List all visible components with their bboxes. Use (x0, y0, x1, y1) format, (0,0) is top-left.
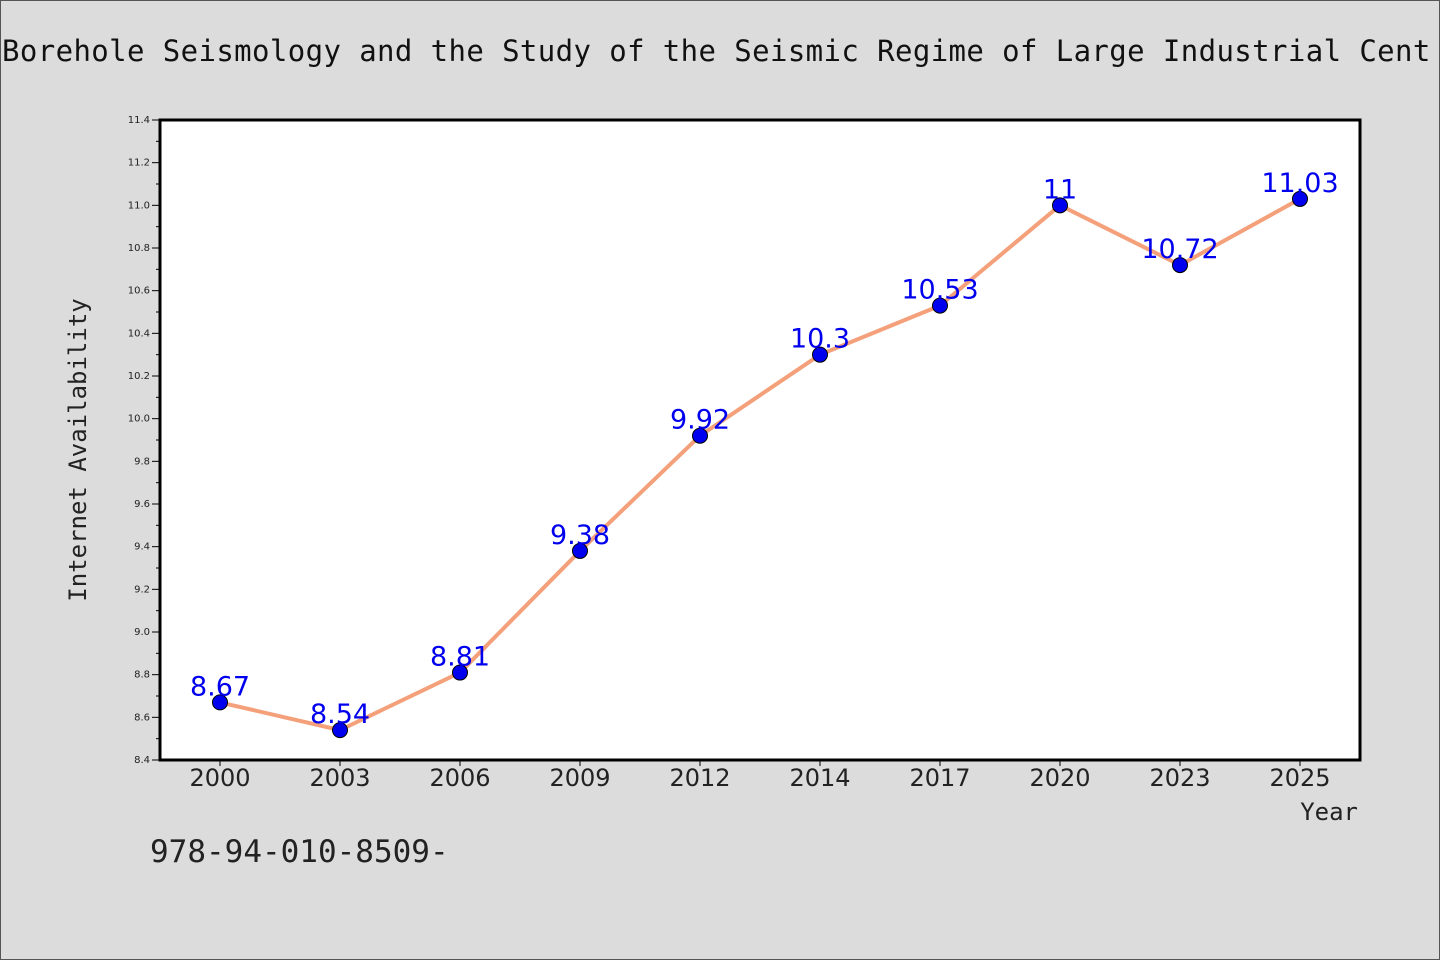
x-axis-label: Year (1300, 798, 1358, 826)
data-label: 10.53 (901, 275, 978, 306)
y-tick-label: 10.6 (128, 286, 150, 297)
y-tick-label: 10.4 (128, 328, 150, 339)
x-tick-label: 2020 (1029, 764, 1090, 792)
data-label: 8.67 (190, 671, 250, 702)
x-tick-label: 2017 (909, 764, 970, 792)
data-point (812, 346, 828, 363)
y-tick-label: 10.0 (128, 414, 150, 425)
y-tick-label: 9.6 (134, 499, 150, 510)
y-axis: 8.4 8.6 8.8 9.0 9.2 9.4 9.6 9.8 10.0 10.2 10.4 10.6… (128, 115, 160, 766)
y-tick-label: 9.4 (134, 542, 150, 553)
data-label: 9.38 (550, 520, 610, 551)
x-tick-label: 2006 (429, 764, 490, 792)
x-tick-label: 2003 (309, 764, 370, 792)
data-label: 8.81 (430, 642, 490, 673)
y-tick-label: 8.6 (134, 712, 150, 723)
data-point (1172, 257, 1188, 274)
y-tick-label: 11.4 (128, 115, 150, 126)
x-tick-label: 2012 (669, 764, 730, 792)
data-label: 11 (1043, 174, 1077, 205)
y-axis-label: Internet Availability (64, 298, 92, 601)
data-label: 11.03 (1261, 168, 1338, 199)
data-point (572, 542, 588, 559)
x-tick-label: 2009 (549, 764, 610, 792)
data-point (332, 722, 348, 739)
data-label: 8.54 (310, 699, 370, 730)
plot-area (158, 118, 1362, 762)
data-point (1292, 190, 1308, 207)
data-label: 10.3 (790, 324, 850, 355)
data-label: 10.72 (1141, 234, 1218, 265)
data-point (452, 664, 468, 681)
x-tick-label: 2000 (189, 764, 250, 792)
x-tick-label: 2025 (1269, 764, 1330, 792)
y-tick-label: 11.2 (128, 158, 150, 169)
footer-code: 978-94-010-8509- (150, 834, 449, 870)
chart-title: Borehole Seismology and the Study of the… (2, 34, 1431, 68)
x-tick-label: 2014 (789, 764, 850, 792)
data-point (692, 427, 708, 444)
y-tick-label: 9.8 (134, 456, 150, 467)
y-tick-label: 8.8 (134, 670, 150, 681)
y-tick-label: 9.2 (134, 584, 150, 595)
y-tick-label: 10.8 (128, 243, 150, 254)
data-point (1052, 197, 1068, 214)
x-tick-label: 2023 (1149, 764, 1210, 792)
y-tick-label: 9.0 (134, 627, 150, 638)
data-label: 9.92 (670, 405, 730, 436)
series-group: 8.67 8.54 8.81 9.38 9.92 10.3 10.53 11 10.72 11.0… (190, 168, 1339, 739)
data-point (932, 297, 948, 314)
series-line (219, 197, 1301, 733)
y-tick-label: 10.2 (128, 371, 150, 382)
y-tick-label: 8.4 (134, 755, 150, 766)
data-point (212, 694, 228, 711)
y-tick-label: 11.0 (128, 200, 150, 211)
x-axis: 2000 2003 2006 2009 2012 2014 2017 2020 2023 2025 (189, 760, 1331, 792)
